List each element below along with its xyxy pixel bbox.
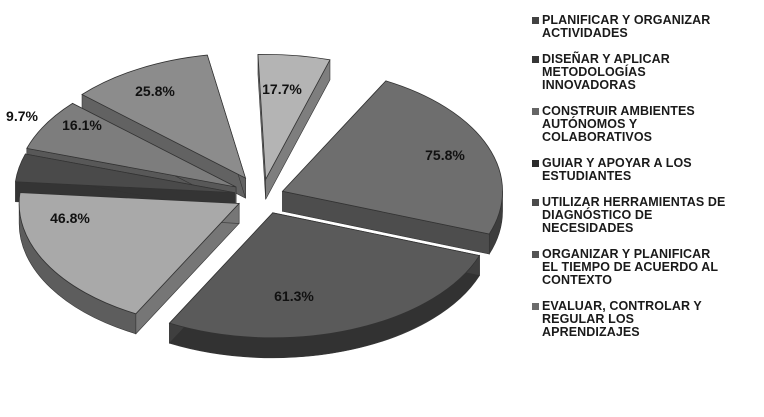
pie-slice-top [18, 192, 241, 315]
legend-item: EVALUAR, CONTROLAR Y REGULAR LOS APRENDI… [532, 300, 762, 339]
legend-label: ORGANIZAR Y PLANIFICAR EL TIEMPO DE ACUE… [542, 247, 719, 287]
legend-item: PLANIFICAR Y ORGANIZAR ACTIVIDADES [532, 14, 762, 40]
legend-item: UTILIZAR HERRAMIENTAS DE DIAGNÓSTICO DE … [532, 196, 762, 235]
pie-slice-top [14, 153, 235, 194]
legend-label: DISEÑAR Y APLICAR METODOLOGÍAS INNOVADOR… [542, 52, 670, 92]
pie-chart-svg: 75.8% 61.3% 46.8% 9.7% 16.1% 25.8% 17.7% [6, 53, 503, 359]
pie-slice [81, 54, 247, 199]
pie-slice-top [26, 102, 237, 188]
data-label: 46.8% [50, 210, 90, 226]
data-label: 17.7% [262, 81, 302, 97]
legend-item: GUIAR Y APOYAR A LOS ESTUDIANTES [532, 157, 762, 183]
legend-item: ORGANIZAR Y PLANIFICAR EL TIEMPO DE ACUE… [532, 248, 762, 287]
legend-swatch [532, 56, 539, 63]
pie-slice-top [81, 54, 247, 179]
pie-slice [257, 53, 331, 200]
pie-slice-top [257, 53, 331, 181]
legend-swatch [532, 199, 539, 206]
legend-swatch [532, 160, 539, 167]
legend-label: EVALUAR, CONTROLAR Y REGULAR LOS APRENDI… [542, 299, 702, 339]
legend-swatch [532, 17, 539, 24]
legend-item: CONSTRUIR AMBIENTES AUTÓNOMOS Y COLABORA… [532, 105, 762, 144]
legend-item: DISEÑAR Y APLICAR METODOLOGÍAS INNOVADOR… [532, 53, 762, 92]
legend-label: UTILIZAR HERRAMIENTAS DE DIAGNÓSTICO DE … [542, 195, 726, 235]
legend: PLANIFICAR Y ORGANIZAR ACTIVIDADES DISEÑA… [532, 14, 762, 352]
pie-slice-top [168, 212, 481, 339]
legend-swatch [532, 251, 539, 258]
data-label: 16.1% [62, 117, 102, 133]
data-label: 61.3% [274, 288, 314, 304]
legend-label: GUIAR Y APOYAR A LOS ESTUDIANTES [542, 156, 692, 183]
legend-label: PLANIFICAR Y ORGANIZAR ACTIVIDADES [542, 13, 711, 40]
data-label: 9.7% [6, 108, 38, 124]
pie-chart: 75.8% 61.3% 46.8% 9.7% 16.1% 25.8% 17.7% [6, 53, 503, 359]
legend-swatch [532, 108, 539, 115]
pie-slice [18, 192, 241, 335]
data-label: 25.8% [135, 83, 175, 99]
pie-slice [281, 80, 503, 256]
pie-slice [168, 212, 481, 359]
data-label: 75.8% [425, 147, 465, 163]
legend-swatch [532, 303, 539, 310]
pie-slice-top [281, 80, 503, 235]
legend-label: CONSTRUIR AMBIENTES AUTÓNOMOS Y COLABORA… [542, 104, 695, 144]
